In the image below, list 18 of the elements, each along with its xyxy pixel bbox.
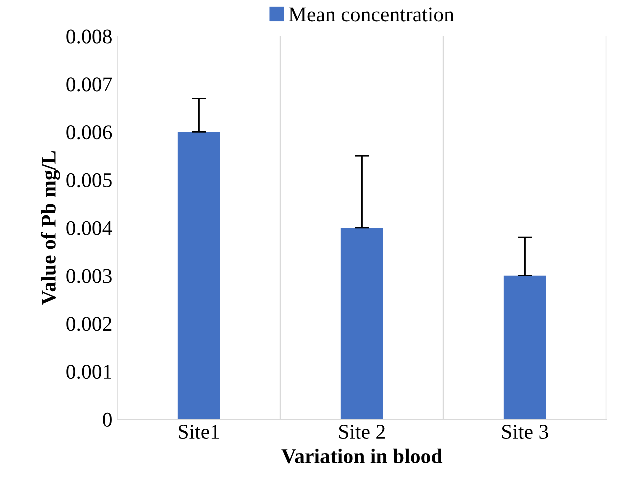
y-tick-label: 0.003 bbox=[66, 269, 112, 284]
y-tick-label: 0.002 bbox=[66, 317, 112, 332]
y-tick-label: 0.006 bbox=[66, 126, 112, 140]
y-tick-label: 0.005 bbox=[66, 173, 112, 188]
y-tick-label: 0 bbox=[103, 412, 112, 427]
x-tick-label: Site 3 bbox=[502, 425, 548, 440]
y-tick-label: 0.004 bbox=[66, 221, 112, 236]
y-tick-label: 0.008 bbox=[66, 30, 112, 44]
y-tick-label: 0.001 bbox=[66, 365, 112, 380]
bar bbox=[178, 132, 220, 420]
legend-label: Mean concentration bbox=[289, 8, 454, 22]
y-tick-label: 0.007 bbox=[66, 78, 112, 92]
bar bbox=[340, 228, 384, 420]
y-axis-title: Value of Pb mg/L bbox=[41, 151, 60, 306]
x-tick-label: Site1 bbox=[179, 425, 220, 440]
x-axis-title: Variation in blood bbox=[282, 448, 443, 464]
x-tick-label: Site 2 bbox=[339, 425, 385, 440]
bar bbox=[504, 276, 546, 420]
